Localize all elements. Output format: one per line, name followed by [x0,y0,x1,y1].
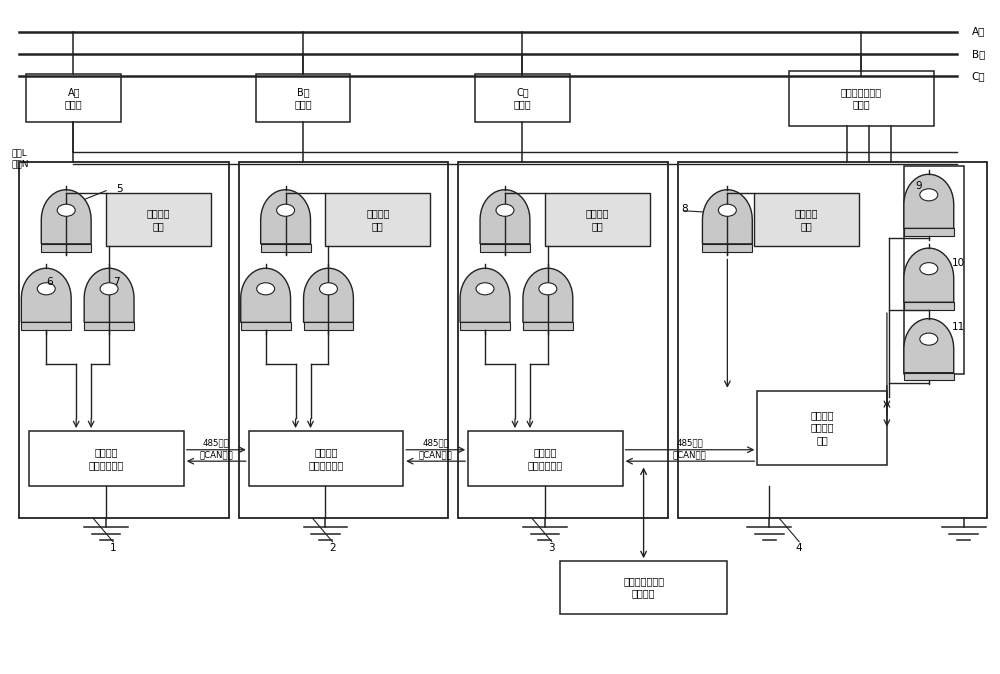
Text: 电流转换
单元: 电流转换 单元 [147,208,170,231]
Bar [304,322,353,330]
Bar [757,391,887,464]
Text: A相: A相 [972,26,985,36]
Text: 485通信: 485通信 [422,439,449,448]
Bar [325,193,430,247]
Text: 市电N: 市电N [11,159,29,168]
Text: C相: C相 [972,71,985,81]
Polygon shape [904,248,954,302]
Polygon shape [304,268,353,322]
Bar [468,431,623,486]
Bar [241,322,291,330]
Text: 电流转换
单元: 电流转换 单元 [585,208,609,231]
Polygon shape [460,268,510,322]
Bar [702,244,752,251]
Text: 7: 7 [113,277,119,287]
Bar [904,302,954,310]
Polygon shape [41,190,91,244]
Circle shape [277,204,295,216]
Text: 或CAN通信: 或CAN通信 [673,450,707,459]
Text: 5: 5 [116,184,122,194]
Bar [21,322,71,330]
Polygon shape [241,268,291,322]
Text: C相
避雷器: C相 避雷器 [514,87,531,109]
Text: B相: B相 [972,49,985,59]
Bar [256,74,350,122]
Text: 8: 8 [681,204,688,214]
Polygon shape [904,319,954,373]
Bar [41,244,91,251]
Text: 或CAN通信: 或CAN通信 [199,450,233,459]
Circle shape [539,283,557,295]
Text: 485通信: 485通信 [203,439,230,448]
Text: 10: 10 [952,258,965,268]
Polygon shape [523,268,573,322]
Text: B相
避雷器: B相 避雷器 [294,87,312,109]
Bar [29,431,184,486]
Text: 微处理器
分析计算单元: 微处理器 分析计算单元 [89,448,124,470]
Circle shape [476,283,494,295]
Text: 市电L: 市电L [11,148,27,157]
Text: 2: 2 [329,543,336,553]
Circle shape [496,204,514,216]
Circle shape [920,263,938,275]
Bar [239,162,448,518]
Bar [789,71,934,125]
Polygon shape [261,190,311,244]
Text: 6: 6 [46,277,53,287]
Circle shape [257,283,275,295]
Polygon shape [702,190,752,244]
Text: 11: 11 [952,322,965,332]
Bar [475,74,570,122]
Polygon shape [84,268,134,322]
Bar [678,162,987,518]
Text: 母线电压互感器
端子笱: 母线电压互感器 端子笱 [841,87,882,109]
Bar [560,561,727,613]
Text: 微处理器
分析计算单元: 微处理器 分析计算单元 [308,448,344,470]
Text: 4: 4 [796,543,802,553]
Text: 避雷器在线监测
主控单元: 避雷器在线监测 主控单元 [623,576,664,599]
Text: A相
避雷器: A相 避雷器 [65,87,82,109]
Text: 电流转换
单元: 电流转换 单元 [366,208,390,231]
Bar [460,322,510,330]
Bar [904,228,954,236]
Bar [480,244,530,251]
Bar [904,166,964,374]
Bar [261,244,311,251]
Circle shape [320,283,337,295]
Bar [545,193,650,247]
Circle shape [920,333,938,345]
Polygon shape [904,175,954,228]
Bar [249,431,403,486]
Polygon shape [480,190,530,244]
Bar [458,162,668,518]
Circle shape [718,204,736,216]
Circle shape [57,204,75,216]
Circle shape [100,283,118,295]
Circle shape [37,283,55,295]
Text: 1: 1 [110,543,116,553]
Text: 微处理器
分析计算单元: 微处理器 分析计算单元 [528,448,563,470]
Text: 485通信: 485通信 [677,439,703,448]
Bar [754,193,859,247]
Text: 电流转换
单元: 电流转换 单元 [795,208,818,231]
Bar [106,193,211,247]
Bar [904,373,954,380]
Text: 微处理器
分析计算
单元: 微处理器 分析计算 单元 [810,410,834,445]
Polygon shape [21,268,71,322]
Bar [19,162,229,518]
Text: 或CAN通信: 或CAN通信 [419,450,453,459]
Bar [26,74,121,122]
Circle shape [920,189,938,201]
Text: 9: 9 [916,181,922,191]
Text: 3: 3 [549,543,555,553]
Bar [523,322,573,330]
Bar [84,322,134,330]
